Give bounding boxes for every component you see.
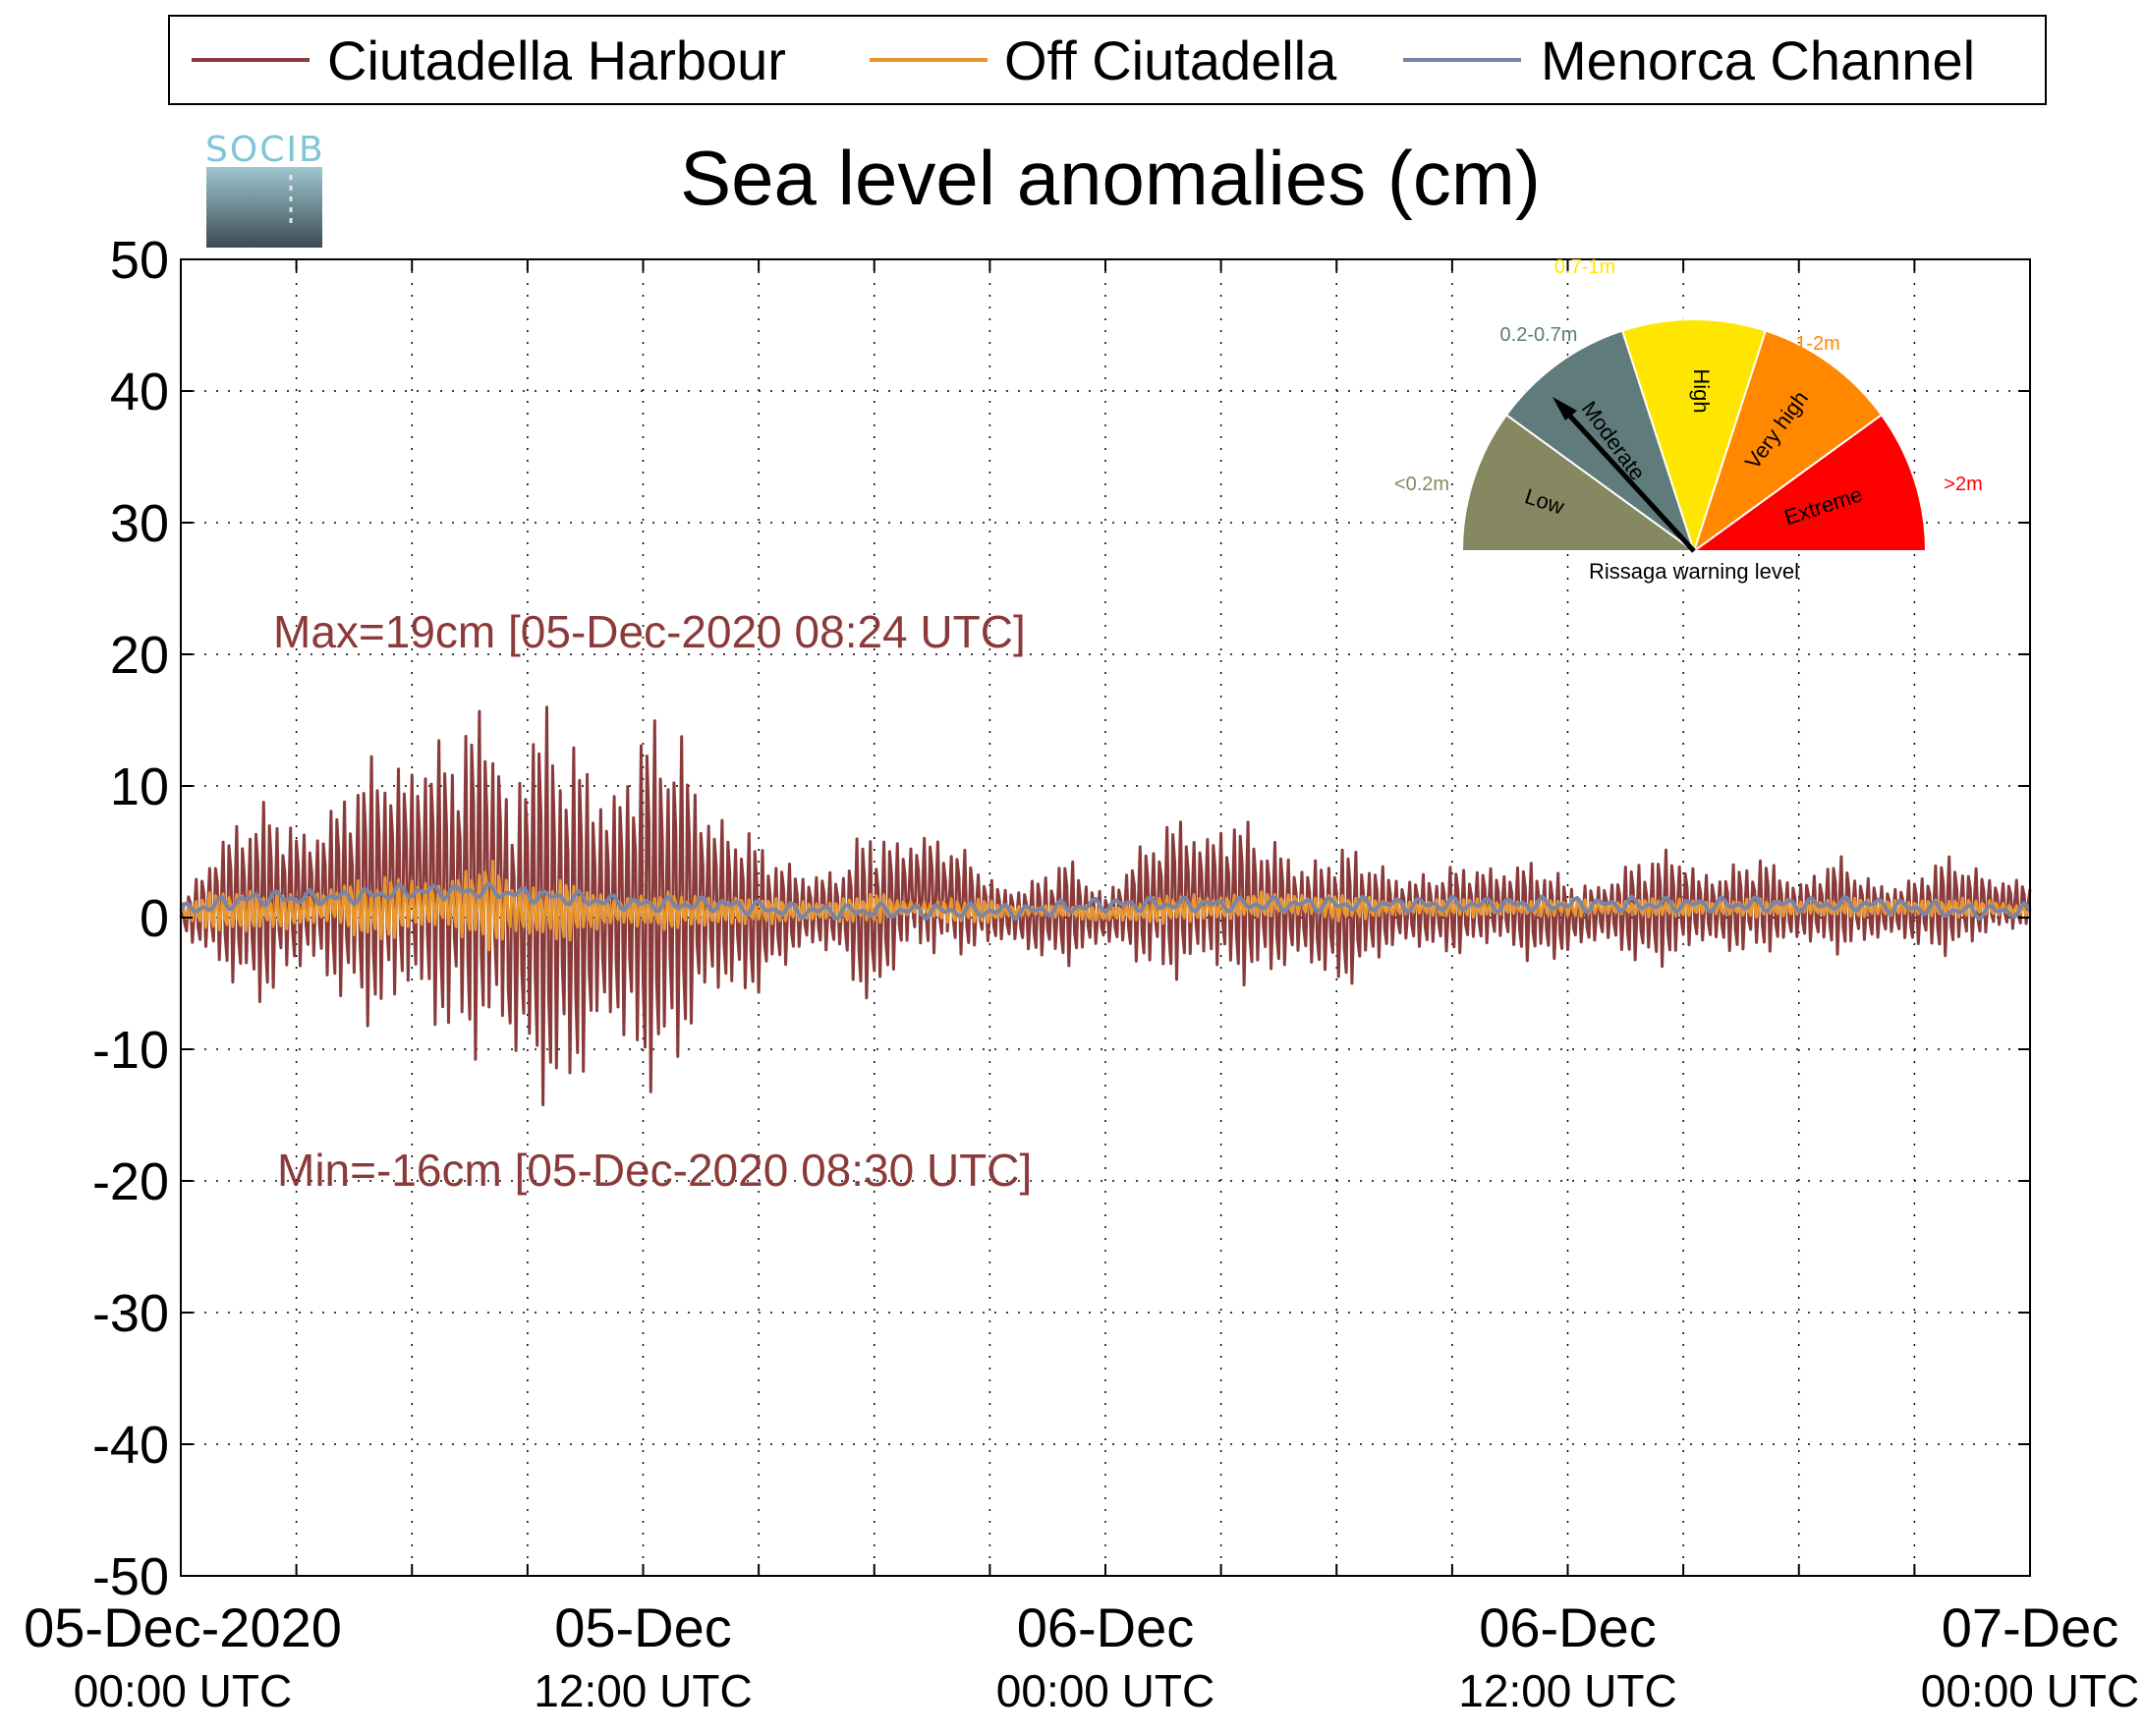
grid: [181, 259, 2030, 1576]
y-tick-label: 40: [110, 363, 169, 421]
gauge-range-extreme: >2m: [1944, 474, 1982, 495]
axis-ticks: [180, 258, 2031, 1577]
gauge-segment: [1460, 413, 1698, 552]
gauge-range-high: 0.7-1m: [1554, 256, 1615, 278]
gauge-segment: [1690, 413, 1928, 552]
chart-title: Sea level anomalies (cm): [680, 135, 1541, 221]
y-tick-label: -30: [92, 1284, 169, 1343]
x-tick-label-date: 07-Dec: [1942, 1596, 2119, 1658]
gauge-label-high: High: [1689, 368, 1714, 413]
legend-label-menorca-channel: Menorca Channel: [1541, 29, 1975, 91]
y-axis: 50 40 30 20 10 0 -10 -20 -30 -40 -50: [92, 231, 169, 1606]
x-tick-label-date: 06-Dec: [1017, 1596, 1195, 1658]
max-annotation: Max=19cm [05-Dec-2020 08:24 UTC]: [273, 606, 1026, 657]
legend-box: [168, 15, 2047, 105]
gauge-range-low: <0.2m: [1394, 474, 1449, 495]
socib-logo: SOCIB: [205, 130, 325, 248]
x-tick-label-date: 05-Dec: [554, 1596, 732, 1658]
x-tick-label-time: 00:00 UTC: [1921, 1665, 2139, 1716]
min-annotation: Min=-16cm [05-Dec-2020 08:30 UTC]: [277, 1145, 1032, 1196]
y-tick-label: 50: [110, 231, 169, 290]
x-tick-label-time: 12:00 UTC: [1458, 1665, 1676, 1716]
logo-text: SOCIB: [205, 130, 325, 170]
y-tick-label: -20: [92, 1152, 169, 1211]
y-tick-label: -50: [92, 1547, 169, 1606]
x-axis: 05-Dec-2020 00:00 UTC 05-Dec 12:00 UTC 06-De…: [24, 1596, 2139, 1716]
y-tick-label: 20: [110, 626, 169, 685]
series-line-menorca-channel: [179, 881, 2032, 922]
gauge-caption: Rissaga warning level: [1589, 559, 1799, 584]
y-tick-label: -10: [92, 1021, 169, 1080]
legend-label-off-ciutadella: Off Ciutadella: [1004, 29, 1337, 91]
y-tick-label: 30: [110, 494, 169, 553]
legend-label-ciutadella-harbour: Ciutadella Harbour: [327, 29, 786, 91]
gauge-needle: [1562, 408, 1696, 553]
rissaga-warning-gauge: 0.7-1m 0.2-0.7m <0.2m 1-2m >2m Low Moder…: [1394, 256, 1983, 584]
x-tick-label-time: 12:00 UTC: [534, 1665, 752, 1716]
x-tick-label-time: 00:00 UTC: [74, 1665, 292, 1716]
x-tick-label-time: 00:00 UTC: [996, 1665, 1214, 1716]
gauge-segment: [1504, 329, 1696, 554]
series-layer: [179, 705, 2032, 1107]
x-tick-label-date: 06-Dec: [1479, 1596, 1657, 1658]
gauge-range-moderate: 0.2-0.7m: [1500, 324, 1578, 346]
series-line-ciutadella-harbour: [179, 705, 2032, 1107]
y-tick-label: 0: [140, 889, 169, 948]
gauge-segment: [1620, 318, 1768, 555]
y-tick-label: 10: [110, 757, 169, 816]
logo-block: [206, 167, 322, 248]
gauge-segment: [1692, 329, 1884, 554]
legend: Ciutadella Harbour Off Ciutadella Menorc…: [168, 15, 2047, 105]
gauge-needle-arrow-icon: [1552, 397, 1577, 420]
y-tick-label: -40: [92, 1416, 169, 1475]
x-tick-label-date: 05-Dec-2020: [24, 1596, 342, 1658]
gauge-range-very-high: 1-2m: [1795, 333, 1840, 355]
